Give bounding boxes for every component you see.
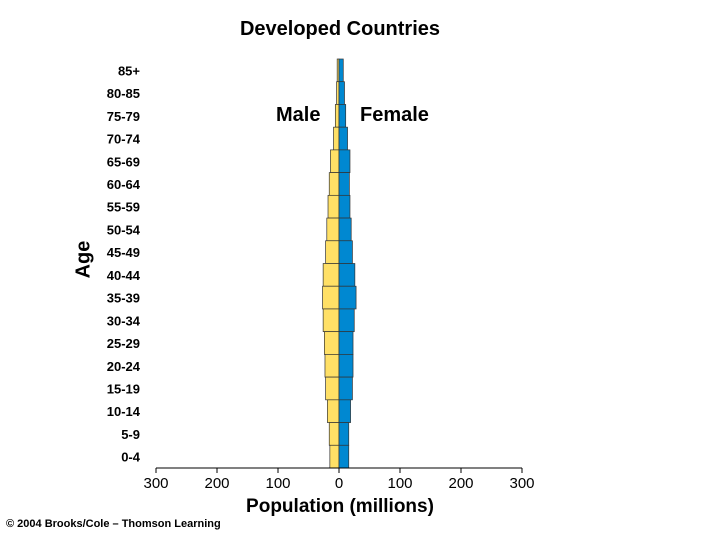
age-label: 45-49 <box>107 245 140 260</box>
bar-male-25-29 <box>324 331 340 355</box>
x-tick-label: 200 <box>204 475 229 492</box>
bar-female-0-4 <box>338 444 350 469</box>
bar-male-10-14 <box>327 399 340 423</box>
age-label: 5-9 <box>121 427 140 442</box>
bar-female-55-59 <box>338 194 351 219</box>
bar-female-80-85 <box>338 81 345 105</box>
bar-male-50-54 <box>326 217 340 242</box>
age-group-labels: 85+ 80-85 75-79 70-74 65-69 60-64 55-59 50-54 45… <box>107 63 141 464</box>
age-label: 55-59 <box>107 200 140 215</box>
bars-group <box>322 58 357 469</box>
bar-female-60-64 <box>338 172 350 196</box>
copyright-text: © 2004 Brooks/Cole – Thomson Learning <box>6 518 221 530</box>
age-label: 65-69 <box>107 154 140 169</box>
age-label: 75-79 <box>107 109 140 124</box>
bar-male-20-24 <box>324 354 340 378</box>
x-tick-label: 100 <box>265 475 290 492</box>
bar-female-85+ <box>338 58 344 83</box>
bar-female-45-49 <box>338 240 353 264</box>
bar-female-50-54 <box>338 217 352 242</box>
age-label: 50-54 <box>107 222 141 237</box>
x-axis: 300 200 100 0 100 200 300 <box>143 467 535 492</box>
x-tick-label: 200 <box>448 475 473 492</box>
bar-male-65-69 <box>330 149 340 173</box>
bar-male-35-39 <box>322 285 340 310</box>
age-label: 20-24 <box>107 359 141 374</box>
age-label: 70-74 <box>107 132 141 147</box>
age-label: 0-4 <box>121 450 141 465</box>
x-tick-label: 300 <box>509 475 534 492</box>
bar-female-30-34 <box>338 308 355 333</box>
bar-female-70-74 <box>338 126 348 151</box>
bar-female-35-39 <box>338 285 357 310</box>
age-label: 40-44 <box>107 268 141 283</box>
y-axis-label: Age <box>72 240 95 279</box>
x-tick-label: 0 <box>335 475 343 492</box>
bar-male-30-34 <box>322 308 340 333</box>
age-label: 10-14 <box>107 404 141 419</box>
bar-male-45-49 <box>325 240 340 264</box>
age-label: 25-29 <box>107 336 140 351</box>
bar-male-80-85 <box>336 81 340 105</box>
bar-female-65-69 <box>338 149 351 173</box>
x-axis-label: Population (millions) <box>246 496 434 517</box>
age-label: 85+ <box>118 63 140 78</box>
x-tick-label: 100 <box>387 475 412 492</box>
age-label: 35-39 <box>107 291 140 306</box>
bar-female-10-14 <box>338 399 351 423</box>
bar-male-5-9 <box>328 422 340 446</box>
bar-female-40-44 <box>338 263 356 287</box>
bar-female-15-19 <box>338 376 353 401</box>
bar-male-15-19 <box>325 376 340 401</box>
bar-male-70-74 <box>333 126 340 151</box>
bar-female-20-24 <box>338 354 354 378</box>
bar-male-75-79 <box>334 104 340 128</box>
bar-female-75-79 <box>338 104 347 128</box>
bar-female-25-29 <box>338 331 354 355</box>
bar-male-40-44 <box>322 263 340 287</box>
age-label: 30-34 <box>107 313 141 328</box>
legend-male: Male <box>276 104 321 126</box>
age-label: 60-64 <box>107 177 141 192</box>
age-label: 80-85 <box>107 86 140 101</box>
bar-male-60-64 <box>328 172 340 196</box>
bar-male-0-4 <box>329 444 340 469</box>
legend-female: Female <box>360 104 429 126</box>
x-tick-label: 300 <box>143 475 168 492</box>
bar-male-55-59 <box>327 194 340 219</box>
bar-female-5-9 <box>338 422 350 446</box>
age-label: 15-19 <box>107 381 140 396</box>
chart-title: Developed Countries <box>239 18 441 40</box>
